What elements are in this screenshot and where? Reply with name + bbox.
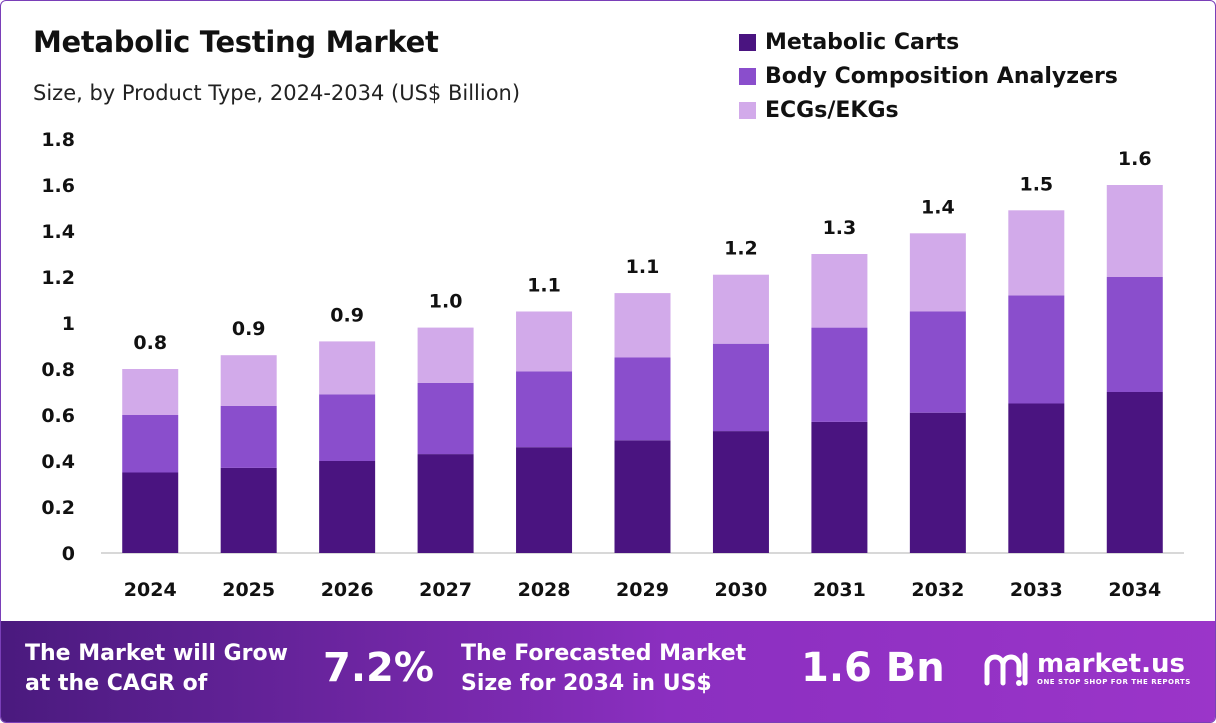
bar-total-label: 1.2	[724, 238, 758, 260]
x-tick-label: 2028	[518, 579, 571, 601]
legend-item-metabolic-carts: Metabolic Carts	[739, 25, 1118, 59]
bar-total-label: 1.4	[921, 196, 955, 218]
x-tick-label: 2033	[1010, 579, 1063, 601]
forecast-text-line1: The Forecasted Market	[461, 641, 747, 666]
bar-segment	[417, 327, 474, 383]
chart-title: Metabolic Testing Market	[33, 25, 439, 59]
bar-segment	[122, 415, 179, 473]
bar-segment	[516, 371, 573, 448]
y-tick-label: 1.4	[41, 221, 75, 243]
bar-segment	[220, 405, 277, 468]
forecast-text-line2: Size for 2034 in US$	[461, 671, 712, 696]
bar-segment	[614, 293, 671, 358]
cagr-value: 7.2%	[323, 645, 434, 691]
legend-swatch-ecgs-ekgs	[739, 101, 756, 119]
y-tick-label: 1.8	[41, 129, 75, 151]
bar-segment	[122, 472, 179, 553]
x-tick-label: 2034	[1108, 579, 1161, 601]
bar-total-label: 1.6	[1118, 148, 1152, 170]
cagr-text-line2: at the CAGR of	[25, 671, 208, 696]
bar-segment	[516, 447, 573, 553]
brand-name: market.us	[1037, 649, 1185, 679]
legend-label-ecgs-ekgs: ECGs/EKGs	[765, 97, 899, 123]
y-tick-label: 0.2	[41, 497, 75, 519]
bar-segment	[319, 341, 376, 395]
cagr-text-line1: The Market will Grow	[25, 641, 288, 666]
legend-swatch-body-composition-analyzers	[739, 67, 756, 85]
x-tick-label: 2030	[715, 579, 768, 601]
bar-segment	[614, 357, 671, 441]
x-tick-label: 2025	[222, 579, 275, 601]
market-us-logo-icon	[984, 652, 1028, 686]
x-tick-label: 2027	[419, 579, 472, 601]
bar-segment	[614, 440, 671, 553]
bar-segment	[220, 355, 277, 406]
bar-segment	[417, 382, 474, 455]
bar-segment	[1106, 185, 1163, 277]
bar-total-label: 1.1	[626, 256, 660, 278]
bar-segment	[909, 311, 966, 413]
bar-segment	[516, 311, 573, 372]
bar-segment	[1008, 210, 1065, 296]
bar-segment	[417, 454, 474, 553]
legend-item-ecgs-ekgs: ECGs/EKGs	[739, 93, 1118, 127]
bar-segment	[712, 274, 769, 344]
bar-total-label: 0.9	[330, 304, 364, 326]
x-tick-label: 2029	[616, 579, 669, 601]
y-tick-label: 0.8	[41, 359, 75, 381]
y-tick-label: 0	[62, 543, 75, 565]
x-tick-label: 2026	[321, 579, 374, 601]
legend: Metabolic Carts Body Composition Analyze…	[739, 25, 1118, 127]
footer-banner: The Market will Grow at the CAGR of 7.2%…	[1, 621, 1215, 722]
bar-segment	[220, 467, 277, 553]
bar-segment	[319, 394, 376, 461]
y-tick-label: 1.2	[41, 267, 75, 289]
bar-chart: 0 0.2 0.4 0.6 0.8 1 1.2 1.4 1.6 1.8 0.8 2024 0.9 2025…	[41, 129, 1184, 601]
bar-segment	[909, 412, 966, 553]
chart-subtitle: Size, by Product Type, 2024-2034 (US$ Bi…	[33, 81, 521, 105]
bar-segment	[811, 254, 868, 328]
bar-total-label: 0.9	[232, 318, 266, 340]
legend-swatch-metabolic-carts	[739, 33, 756, 51]
forecast-value: 1.6 Bn	[801, 645, 945, 691]
bar-total-label: 1.3	[823, 217, 857, 239]
bar-segment	[712, 343, 769, 432]
y-tick-label: 0.6	[41, 405, 75, 427]
bar-segment	[1008, 295, 1065, 404]
brand-logo[interactable]: market.us ONE STOP SHOP FOR THE REPORTS	[981, 645, 1191, 691]
bar-total-label: 0.8	[133, 332, 167, 354]
legend-label-body-composition-analyzers: Body Composition Analyzers	[765, 63, 1118, 89]
bar-total-label: 1.1	[527, 275, 561, 297]
cagr-text: The Market will Grow at the CAGR of	[25, 639, 288, 699]
bar-total-label: 1.5	[1019, 173, 1053, 195]
x-tick-label: 2024	[124, 579, 177, 601]
x-tick-label: 2032	[911, 579, 964, 601]
legend-item-body-composition-analyzers: Body Composition Analyzers	[739, 59, 1118, 93]
bar-segment	[811, 421, 868, 553]
bar-segment	[122, 369, 179, 415]
y-tick-label: 1.6	[41, 175, 75, 197]
bar-total-label: 1.0	[429, 291, 463, 313]
bar-segment	[1106, 392, 1163, 553]
brand-tagline: ONE STOP SHOP FOR THE REPORTS	[1037, 678, 1191, 686]
bar-segment	[1008, 403, 1065, 553]
forecast-text: The Forecasted Market Size for 2034 in U…	[461, 639, 746, 699]
bar-segment	[712, 431, 769, 553]
bar-segment	[319, 461, 376, 553]
y-tick-label: 0.4	[41, 451, 75, 473]
bar-segment	[811, 327, 868, 422]
bar-segment	[1106, 277, 1163, 392]
y-tick-label: 1	[62, 313, 75, 335]
x-tick-label: 2031	[813, 579, 866, 601]
legend-label-metabolic-carts: Metabolic Carts	[765, 29, 960, 55]
bar-segment	[909, 233, 966, 312]
